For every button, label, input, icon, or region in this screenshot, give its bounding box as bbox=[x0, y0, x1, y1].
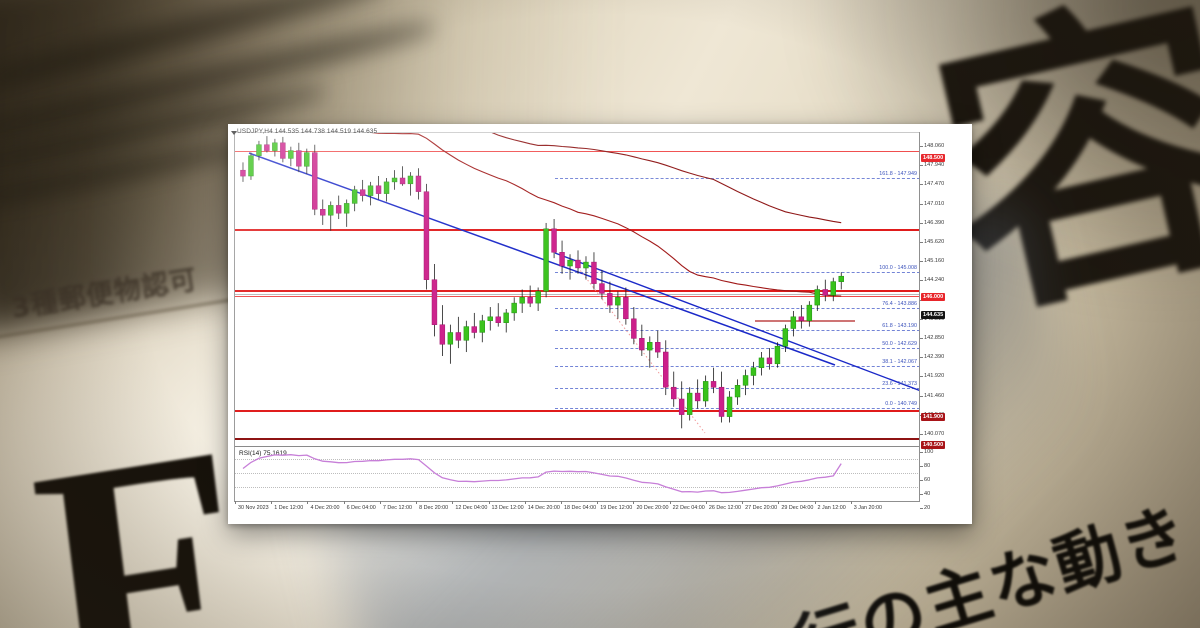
time-tick: 12 Dec 04:00 bbox=[452, 501, 488, 511]
resistance-line bbox=[235, 296, 920, 297]
support-line bbox=[235, 438, 920, 440]
level-line bbox=[235, 294, 920, 295]
time-tick: 30 Nov 2023 bbox=[235, 501, 269, 511]
rsi-tick: 40 bbox=[919, 491, 931, 497]
fib-level-line bbox=[555, 308, 920, 309]
price-tick: 147.010 bbox=[919, 200, 945, 207]
rsi-tick: 20 bbox=[919, 505, 931, 511]
time-tick: 3 Jan 20:00 bbox=[850, 501, 882, 511]
time-tick: 18 Dec 04:00 bbox=[560, 501, 597, 511]
price-tick: 141.920 bbox=[919, 373, 945, 380]
fib-level-line bbox=[555, 178, 920, 179]
rsi-tick: 60 bbox=[919, 477, 931, 483]
resistance-line bbox=[235, 290, 920, 292]
rsi-pane[interactable]: RSI(14) 75.1619 bbox=[235, 446, 920, 502]
price-flag: 141.900 bbox=[921, 413, 946, 421]
price-flag: 140.500 bbox=[921, 441, 946, 449]
time-tick: 20 Dec 20:00 bbox=[633, 501, 669, 511]
rsi-indicator-label: RSI(14) 75.1619 bbox=[239, 450, 287, 457]
price-tick: 148.060 bbox=[919, 143, 945, 149]
price-axis[interactable]: 148.060 147.940 147.470 147.010 146.390 145.6… bbox=[919, 132, 972, 511]
price-tick: 145.160 bbox=[919, 258, 945, 265]
price-flag: 144.635 bbox=[921, 311, 946, 319]
price-tick: 146.390 bbox=[919, 219, 945, 226]
time-tick: 27 Dec 20:00 bbox=[742, 501, 778, 511]
metatrader-chart-window[interactable]: RSI(14) 75.1619 148.060 147.940 147.470 147… bbox=[228, 124, 972, 524]
fib-level-line bbox=[555, 348, 920, 349]
price-tick: 145.620 bbox=[919, 239, 945, 245]
rsi-gridline bbox=[235, 473, 920, 474]
price-chart-svg bbox=[240, 133, 920, 434]
rsi-tick: 100 bbox=[919, 449, 934, 455]
price-tick: 140.070 bbox=[919, 431, 945, 437]
rsi-gridline bbox=[235, 459, 920, 460]
price-tick: 142.390 bbox=[919, 354, 945, 361]
time-tick: 2 Jan 12:00 bbox=[814, 501, 846, 511]
price-pane[interactable] bbox=[235, 133, 920, 442]
time-tick: 14 Dec 20:00 bbox=[524, 501, 560, 511]
fib-level-line bbox=[555, 366, 920, 367]
time-tick: 1 Dec 12:00 bbox=[271, 501, 304, 511]
rsi-chart-svg bbox=[242, 454, 842, 494]
fib-level-line bbox=[555, 272, 920, 273]
time-tick: 22 Dec 04:00 bbox=[669, 501, 705, 511]
fib-level-line bbox=[555, 408, 920, 409]
time-axis[interactable]: 30 Nov 2023 1 Dec 12:00 4 Dec 20:00 6 Dec 0… bbox=[234, 501, 920, 524]
price-tick: 144.240 bbox=[919, 277, 945, 284]
price-tick: 147.940 bbox=[919, 162, 945, 169]
time-tick: 26 Dec 12:00 bbox=[705, 501, 741, 511]
time-tick: 4 Dec 20:00 bbox=[307, 501, 340, 511]
rsi-tick: 80 bbox=[919, 463, 931, 469]
chart-symbol-label: USDJPY,H4 144.535 144.738 144.519 144.63… bbox=[237, 128, 378, 135]
time-tick: 7 Dec 12:00 bbox=[379, 501, 412, 511]
time-tick: 13 Dec 12:00 bbox=[488, 501, 524, 511]
chart-plot-area[interactable]: RSI(14) 75.1619 bbox=[234, 132, 920, 502]
price-tick: 147.470 bbox=[919, 181, 945, 188]
resistance-line bbox=[235, 151, 920, 152]
price-tick: 142.850 bbox=[919, 335, 945, 341]
price-tick: 141.460 bbox=[919, 392, 945, 399]
support-line bbox=[235, 410, 920, 412]
rsi-gridline bbox=[235, 487, 920, 488]
time-tick: 19 Dec 12:00 bbox=[597, 501, 633, 511]
resistance-line bbox=[235, 229, 920, 231]
chart-menu-caret-icon[interactable] bbox=[231, 130, 237, 135]
time-tick: 8 Dec 20:00 bbox=[416, 501, 449, 511]
price-flag: 146.000 bbox=[921, 293, 946, 301]
time-tick: 6 Dec 04:00 bbox=[343, 501, 376, 511]
time-tick: 29 Dec 04:00 bbox=[778, 501, 814, 511]
price-flag: 148.500 bbox=[921, 154, 946, 162]
